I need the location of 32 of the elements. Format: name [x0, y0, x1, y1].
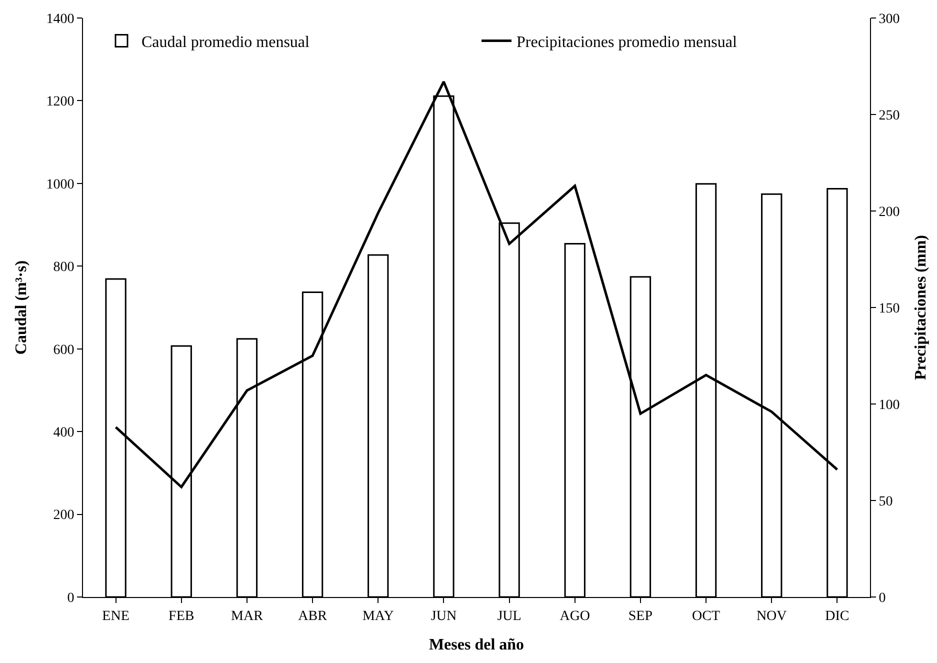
x-tick-label: ABR — [298, 608, 328, 624]
y2-tick-label: 150 — [878, 301, 900, 316]
x-tick-label: MAY — [362, 608, 394, 624]
y2-tick-label: 200 — [878, 204, 900, 220]
y-tick-label: 400 — [53, 425, 74, 440]
x-tick-label: MAR — [231, 608, 264, 624]
y2-tick-label: 50 — [878, 494, 893, 510]
x-tick-label: SEP — [628, 608, 653, 624]
x-tick-label: ENE — [102, 608, 130, 624]
y2-tick-label: 100 — [878, 398, 900, 413]
y-tick-label: 1400 — [46, 12, 74, 27]
x-tick-label: AGO — [560, 608, 590, 624]
x-tick-label: NOV — [756, 608, 787, 624]
y-tick-label: 600 — [53, 342, 74, 358]
y-tick-label: 200 — [53, 508, 74, 524]
y2-tick-label: 0 — [878, 590, 886, 606]
x-tick-label: OCT — [692, 608, 720, 624]
y-tick-label: 1200 — [46, 94, 74, 110]
y2-axis-title: Precipitaciones (mm) — [912, 235, 930, 380]
x-tick-label: FEB — [168, 608, 194, 624]
y-tick-label: 0 — [67, 590, 74, 606]
legend-label: Caudal promedio mensual — [142, 34, 310, 51]
legend-label: Precipitaciones promedio mensual — [516, 34, 738, 51]
y-tick-label: 800 — [53, 260, 74, 276]
y-axis-title: Caudal (m³·s) — [13, 260, 30, 355]
y2-tick-label: 250 — [878, 108, 900, 124]
x-tick-label: DIC — [825, 608, 850, 624]
x-tick-label: JUN — [430, 608, 457, 624]
y-tick-label: 1000 — [46, 177, 74, 192]
x-tick-label: JUL — [497, 608, 522, 624]
x-axis-title: Meses del año — [428, 636, 524, 654]
y2-tick-label: 300 — [878, 12, 900, 27]
